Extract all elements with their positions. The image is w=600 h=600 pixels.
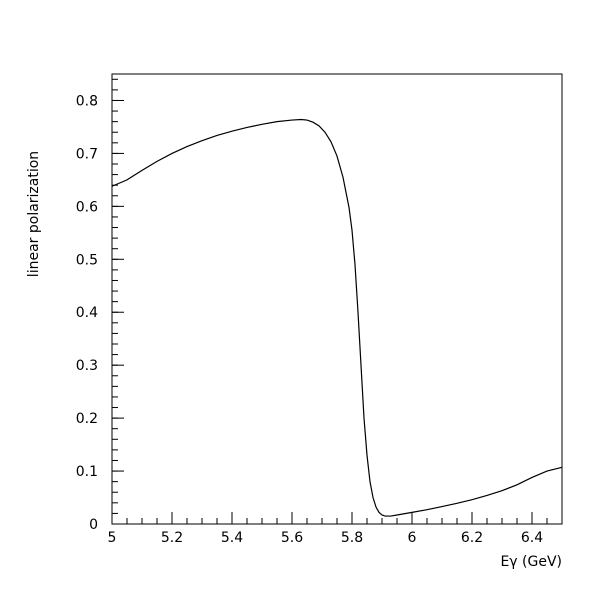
polarization-curve <box>111 118 563 517</box>
x-tick-label: 5.6 <box>281 530 303 546</box>
x-tick-label: 5 <box>108 530 117 546</box>
y-tick-label: 0.6 <box>76 199 98 215</box>
y-tick-label: 0.3 <box>76 358 98 374</box>
major-ticks <box>111 99 533 525</box>
y-tick-label: 0.7 <box>76 146 98 162</box>
x-tick-label: 6.2 <box>461 530 483 546</box>
y-tick-label: 0.5 <box>76 252 98 268</box>
plot-frame <box>111 73 563 525</box>
y-axis-title: linear polarization <box>26 151 42 277</box>
x-axis-title: Eγ (GeV) <box>500 554 562 570</box>
minor-ticks <box>111 78 563 525</box>
y-tick-label: 0.2 <box>76 411 98 427</box>
y-tick-label: 0 <box>89 517 98 533</box>
x-tick-label: 5.4 <box>221 530 243 546</box>
x-tick-label: 5.8 <box>341 530 363 546</box>
x-tick-label: 6 <box>408 530 417 546</box>
y-tick-label: 0.4 <box>76 305 98 321</box>
y-tick-label: 0.1 <box>76 464 98 480</box>
y-tick-label: 0.8 <box>76 93 98 109</box>
x-tick-label: 6.4 <box>521 530 543 546</box>
x-tick-label: 5.2 <box>161 530 183 546</box>
tick-labels: 5 5.2 5.4 5.6 5.8 6 6.2 6.4 0 0.1 0.2 0.3 0.4 0.5 0.6 0… <box>76 93 543 546</box>
